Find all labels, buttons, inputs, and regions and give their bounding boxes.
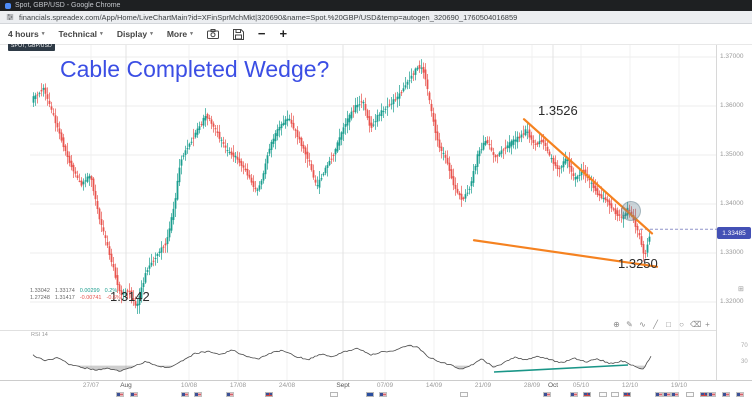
y-axis-tick-label: 1.33000 (720, 249, 744, 256)
chevron-down-icon: ▾ (41, 31, 45, 37)
calendar-flag-plain-icon[interactable] (686, 392, 694, 397)
url-field[interactable]: financials.spreadex.com/App/Home/LiveCha… (19, 12, 518, 22)
rsi-indicator-label: RSI 14 (31, 332, 48, 338)
calendar-flag-us-icon[interactable] (736, 392, 744, 397)
legend-close: 1.31417 (54, 295, 75, 301)
wave-tool-icon[interactable]: ∿ (639, 320, 646, 329)
calendar-flag-plain-icon[interactable] (330, 392, 338, 397)
x-axis-tick-label: 05/10 (572, 382, 590, 389)
calendar-flag-us-icon[interactable] (543, 392, 551, 397)
draw-tool-icon[interactable]: ✎ (626, 320, 633, 329)
timeframe-dropdown[interactable]: 4 hours ▾ (8, 29, 45, 39)
y-axis-tick-label: 1.34000 (720, 200, 744, 207)
legend-change-pct: 0.2% (104, 288, 118, 294)
calendar-flag-eu-icon[interactable] (366, 392, 374, 397)
calendar-flag-us-icon[interactable] (130, 392, 138, 397)
ellipse-tool-icon[interactable]: ○ (679, 320, 684, 329)
rsi-level-70: 70 (741, 343, 748, 349)
calendar-flag-plain-icon[interactable] (599, 392, 607, 397)
snapshot-button[interactable] (206, 29, 219, 39)
x-axis-tick-label: 19/10 (670, 382, 688, 389)
calendar-flag-gb-icon[interactable] (623, 392, 631, 397)
legend-change: 0.00299 (79, 288, 100, 294)
x-axis-tick-label: 14/09 (425, 382, 443, 389)
calendar-flag-gb-icon[interactable] (265, 392, 273, 397)
x-axis-tick-label: 24/08 (278, 382, 296, 389)
chevron-down-icon: ▾ (190, 31, 193, 37)
more-menu[interactable]: More ▾ (166, 29, 193, 39)
legend-change-pct: -0.6% (106, 295, 121, 301)
legend-close: 1.33174 (54, 288, 75, 294)
rsi-level-30: 30 (741, 359, 748, 365)
calendar-flag-us-icon[interactable] (194, 392, 202, 397)
trendline-tool-icon[interactable]: ╱ (653, 320, 658, 329)
chart-annotation-title: Cable Completed Wedge? (60, 56, 330, 82)
floppy-save-icon (232, 28, 244, 40)
x-axis-tick-label: 27/07 (82, 382, 100, 389)
calendar-flag-us-icon[interactable] (226, 392, 234, 397)
drawing-toolbar: ⊕ ✎ ∿ ╱ □ ○ ⌫ + (612, 320, 712, 329)
save-button[interactable] (232, 28, 244, 40)
y-axis-tick-label: 1.32000 (720, 298, 744, 305)
legend-open: 1.27248 (30, 295, 50, 301)
ohlc-legend: 1.33042 1.33174 0.00299 0.2% 1.27248 1.3… (30, 288, 121, 302)
x-axis-tick-label: 21/09 (474, 382, 492, 389)
eraser-tool-icon[interactable]: ⌫ (690, 320, 702, 329)
y-axis-tick-label: 1.36000 (720, 102, 744, 109)
swing-low-price-label: 1.3142 (110, 289, 150, 304)
site-info-icon[interactable] (6, 13, 14, 21)
wedge-upper-price-label: 1.3526 (538, 103, 578, 118)
rectangle-tool-icon[interactable]: □ (666, 320, 671, 329)
current-price-badge: 1.33485 (717, 227, 751, 239)
x-axis-tick-label: 28/09 (523, 382, 541, 389)
y-axis-tick-label: 1.37000 (720, 53, 744, 60)
add-drawing-icon[interactable]: + (705, 320, 710, 329)
calendar-flag-us-icon[interactable] (116, 392, 124, 397)
calendar-flag-us-icon[interactable] (722, 392, 730, 397)
calendar-flag-plain-icon[interactable] (460, 392, 468, 397)
calendar-flag-us-icon[interactable] (570, 392, 578, 397)
x-axis-tick-label: 12/10 (621, 382, 639, 389)
calendar-flag-us-icon[interactable] (708, 392, 716, 397)
calendar-flag-gb-icon[interactable] (583, 392, 591, 397)
camera-icon (206, 29, 219, 39)
x-axis-tick-label: 07/09 (376, 382, 394, 389)
calendar-flag-us-icon[interactable] (655, 392, 663, 397)
calendar-flag-gb-icon[interactable] (700, 392, 708, 397)
x-axis-tick-label: 17/08 (229, 382, 247, 389)
chrome-logo-icon (5, 2, 11, 9)
wedge-lower-price-label: 1.3250 (618, 256, 658, 271)
calendar-flag-us-icon[interactable] (663, 392, 671, 397)
chart-toolbar: 4 hours ▾ Technical ▾ Display ▾ More ▾ − (0, 24, 752, 44)
instrument-badge: SPOT, GBP/USD (8, 41, 55, 51)
calendar-flag-plain-icon[interactable] (611, 392, 619, 397)
x-axis-tick-label: Sept (336, 382, 350, 389)
display-menu[interactable]: Display ▾ (116, 29, 153, 39)
x-axis-tick-label: Oct (547, 382, 559, 389)
window-titlebar[interactable]: Spot, GBP/USD - Google Chrome (0, 0, 752, 11)
address-bar[interactable]: financials.spreadex.com/App/Home/LiveCha… (0, 11, 752, 24)
calendar-flag-us-icon[interactable] (181, 392, 189, 397)
y-axis-tick-label: 1.35000 (720, 151, 744, 158)
crosshair-tool-icon[interactable]: ⊕ (613, 320, 620, 329)
calendar-flag-us-icon[interactable] (379, 392, 387, 397)
window-title: Spot, GBP/USD - Google Chrome (15, 2, 121, 9)
technical-menu[interactable]: Technical ▾ (58, 29, 103, 39)
zoom-in-button[interactable]: + (279, 26, 288, 41)
legend-change: -0.00741 (79, 295, 102, 301)
x-axis-tick-label: Aug (120, 382, 132, 389)
zoom-out-button[interactable]: − (257, 26, 266, 41)
x-axis-tick-label: 10/08 (180, 382, 198, 389)
axis-settings-icon[interactable]: ⊞ (738, 286, 744, 293)
calendar-flag-us-icon[interactable] (671, 392, 679, 397)
chevron-down-icon: ▾ (100, 31, 103, 37)
chevron-down-icon: ▾ (150, 31, 153, 37)
legend-open: 1.33042 (30, 288, 50, 294)
